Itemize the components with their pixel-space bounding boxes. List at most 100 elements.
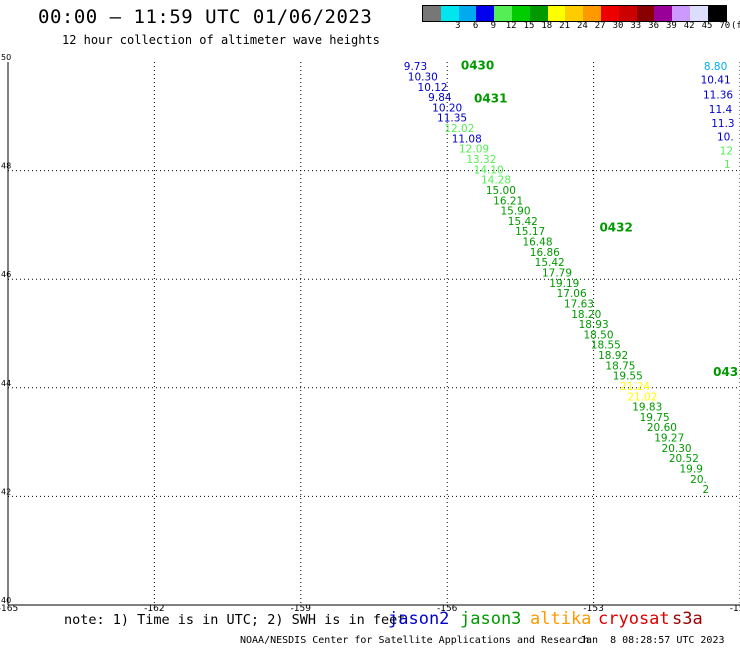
swh-value-label: 18.75	[605, 360, 635, 372]
swh-value-label: 14.28	[481, 175, 511, 187]
footer-date: Jan 8 08:28:57 UTC 2023	[580, 635, 725, 646]
swh-value-label: 18.55	[591, 340, 621, 352]
satellite-s3a: s3a	[672, 609, 703, 629]
swh-value-label: 16.48	[522, 237, 552, 249]
swh-value-label: 18.20	[571, 309, 601, 321]
color-legend-unit: (ft)	[731, 21, 740, 31]
legend-label: 6	[472, 21, 479, 31]
legend-label: 45	[701, 21, 713, 31]
legend-label: 9	[490, 21, 497, 31]
swh-value-label: 10.12	[418, 82, 448, 94]
legend-swatch	[707, 6, 726, 21]
swh-value-label: 8.80	[704, 61, 727, 73]
legend-swatch	[689, 6, 708, 21]
legend-swatch	[583, 6, 601, 21]
time-label: 0432	[599, 220, 632, 234]
legend-label: 18	[541, 21, 553, 31]
swh-value-label: 11.3	[711, 118, 734, 130]
legend-label: 27	[594, 21, 606, 31]
swh-value-label: 15.42	[508, 216, 538, 228]
x-tick-label: -150	[730, 604, 740, 614]
swh-value-label: 12.09	[459, 144, 489, 156]
swh-value-label: 14.10	[474, 164, 504, 176]
x-tick-label: -162	[144, 604, 164, 614]
y-tick-label: 48	[1, 162, 11, 171]
legend-swatch	[440, 6, 459, 21]
legend-label: 24	[576, 21, 588, 31]
swh-value-label: 9.73	[404, 61, 427, 73]
swh-value-label: 9.84	[428, 92, 452, 104]
chart-subtitle: 12 hour collection of altimeter wave hei…	[62, 33, 380, 47]
swh-value-label: 20.30	[662, 443, 692, 455]
swh-value-label: 20.60	[647, 422, 677, 434]
y-tick-label: 44	[1, 379, 11, 388]
swh-value-label: 19.19	[549, 278, 579, 290]
legend-swatch	[458, 6, 477, 21]
swh-value-label: 16.86	[530, 247, 560, 259]
swh-value-label: 19.55	[613, 371, 643, 383]
y-tick-label: 50	[1, 53, 11, 62]
legend-swatch	[494, 6, 512, 21]
swh-value-label: 18.92	[598, 350, 628, 362]
swh-value-label: 15.90	[500, 206, 530, 218]
swh-value-label: 16.21	[493, 195, 523, 207]
footer-credit: NOAA/NESDIS Center for Satellite Applica…	[240, 635, 590, 646]
legend-label: 42	[683, 21, 695, 31]
swh-value-label: 15.00	[486, 185, 516, 197]
swh-value-label: 17.06	[557, 288, 587, 300]
swh-value-label: 10.30	[408, 71, 438, 83]
legend-label: 33	[630, 21, 642, 31]
swh-value-label: 21.24	[620, 381, 650, 393]
legend-swatch	[672, 6, 690, 21]
swh-value-label: 11.08	[452, 133, 482, 145]
swh-value-label: 1	[724, 159, 731, 171]
swh-value-label: 17.63	[564, 298, 594, 310]
legend-swatch	[529, 6, 548, 21]
satellite-jason2: jason2	[388, 609, 450, 629]
swh-value-label: 21.02	[627, 391, 657, 403]
legend-swatch	[565, 6, 584, 21]
time-label: 0430	[461, 59, 494, 73]
swh-value-label: 19.83	[632, 402, 662, 414]
legend-swatch	[618, 6, 637, 21]
swh-value-label: 20.	[690, 474, 707, 486]
swh-value-label: 13.32	[466, 154, 496, 166]
legend-label: 3	[455, 21, 461, 31]
time-label: 0431	[474, 92, 507, 106]
chart-title: 00:00 – 11:59 UTC 01/06/2023	[38, 6, 373, 28]
swh-value-label: 10.	[717, 132, 734, 144]
legend-swatch	[423, 6, 441, 21]
legend-swatch	[547, 6, 566, 21]
legend-label: 15	[523, 21, 535, 31]
legend-swatch	[476, 6, 495, 21]
swh-value-label: 11.35	[437, 113, 467, 125]
swh-value-label: 15.17	[515, 226, 545, 238]
swh-value-label: 12	[720, 145, 733, 157]
legend-label: 21	[559, 21, 571, 31]
x-tick-label: -159	[291, 604, 312, 614]
swh-value-label: 19.75	[640, 412, 670, 424]
swh-value-label: 17.79	[542, 267, 572, 279]
x-tick-label: -156	[437, 604, 458, 614]
swh-value-label: 2	[702, 484, 709, 496]
legend-swatch	[600, 6, 619, 21]
swh-value-label: 18.93	[579, 319, 609, 331]
legend-swatch	[636, 6, 655, 21]
color-legend-bar	[422, 5, 727, 22]
legend-swatch	[511, 6, 530, 21]
swh-value-label: 15.42	[535, 257, 565, 269]
y-tick-label: 42	[1, 487, 11, 496]
swh-value-label: 10.20	[432, 102, 462, 114]
swh-value-label: 18.50	[583, 329, 613, 341]
y-tick-label: 40	[1, 596, 11, 605]
satellite-altika: altika	[530, 609, 592, 629]
swh-value-label: 11.36	[703, 89, 733, 101]
satellite-cryosat: cryosat	[598, 609, 670, 629]
swh-value-label: 12.02	[444, 123, 474, 135]
legend-label: 12	[505, 21, 517, 31]
time-label: 043	[713, 365, 738, 379]
swh-value-label: 20.52	[669, 453, 699, 465]
legend-label: 36	[648, 21, 660, 31]
x-tick-label: -153	[583, 604, 603, 614]
